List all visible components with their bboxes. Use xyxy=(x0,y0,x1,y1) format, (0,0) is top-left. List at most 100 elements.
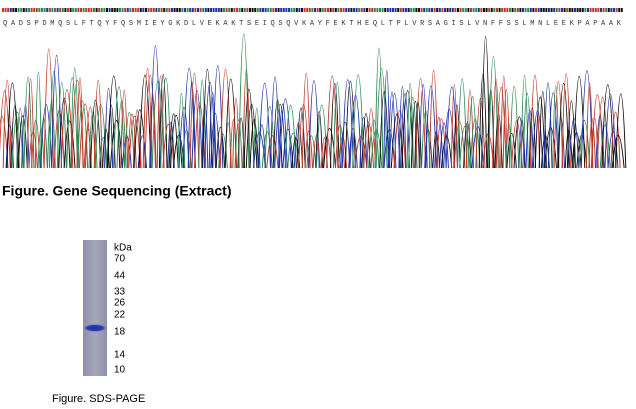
peak xyxy=(107,75,121,169)
nucleotide xyxy=(246,8,249,12)
peak xyxy=(11,112,24,169)
nucleotide xyxy=(139,8,142,12)
nucleotide xyxy=(295,8,298,12)
nucleotide xyxy=(462,8,465,12)
peak xyxy=(187,81,196,169)
nucleotide xyxy=(150,8,153,12)
nucleotide xyxy=(236,8,238,12)
peak xyxy=(557,83,570,169)
nucleotide xyxy=(184,8,186,12)
nucleotide xyxy=(501,8,504,12)
nucleotide xyxy=(168,8,171,12)
peak xyxy=(34,71,42,169)
nucleotide xyxy=(230,8,233,12)
nucleotide xyxy=(74,8,77,12)
nucleotide xyxy=(550,8,553,12)
peak xyxy=(410,100,420,169)
peak xyxy=(478,73,488,169)
nucleotide xyxy=(217,8,220,12)
nucleotide xyxy=(189,8,192,12)
nucleotide xyxy=(522,8,524,12)
nucleotide xyxy=(532,8,535,12)
nucleotide xyxy=(275,8,277,12)
peak xyxy=(366,108,376,169)
nucleotide xyxy=(43,8,46,12)
nucleotide xyxy=(277,8,280,12)
peak xyxy=(28,131,38,169)
nucleotide xyxy=(399,8,402,12)
nucleotide xyxy=(441,8,444,12)
peak xyxy=(495,87,507,169)
nucleotide xyxy=(389,8,392,12)
nucleotide xyxy=(197,8,199,12)
nucleotide xyxy=(386,8,389,12)
nucleotide xyxy=(613,8,615,12)
nucleotide xyxy=(113,8,116,12)
nucleotide xyxy=(535,8,537,12)
nucleotide xyxy=(597,8,600,12)
peak xyxy=(249,118,259,169)
peak xyxy=(361,113,371,169)
peak xyxy=(144,74,157,169)
peak xyxy=(76,77,84,169)
peak xyxy=(332,81,342,169)
nucleotide xyxy=(264,8,267,12)
nucleotide xyxy=(106,8,108,12)
nucleotide xyxy=(93,8,95,12)
nucleotide xyxy=(262,8,264,12)
nucleotide xyxy=(373,8,376,12)
peak xyxy=(531,110,544,169)
nucleotide xyxy=(548,8,550,12)
nucleotide xyxy=(620,8,623,12)
nucleotide xyxy=(418,8,420,12)
nucleotide xyxy=(405,8,407,12)
nucleotide xyxy=(212,8,215,12)
nucleotide xyxy=(282,8,285,12)
gel-marker-label: 10 xyxy=(114,365,126,376)
nucleotide xyxy=(124,8,127,12)
nucleotide xyxy=(381,8,384,12)
nucleotide xyxy=(342,8,345,12)
nucleotide xyxy=(423,8,426,12)
nucleotide xyxy=(59,8,62,12)
peak xyxy=(66,77,79,169)
nucleotide xyxy=(301,8,303,12)
nucleotide xyxy=(610,8,613,12)
peak xyxy=(17,115,28,169)
peak xyxy=(208,92,217,169)
nucleotide xyxy=(519,8,522,12)
nucleotide xyxy=(503,8,506,12)
nucleotide xyxy=(160,8,163,12)
peak xyxy=(511,120,523,169)
peak xyxy=(51,54,63,169)
peak xyxy=(162,123,175,169)
nucleotide xyxy=(431,8,433,12)
peak xyxy=(124,112,135,169)
nucleotide xyxy=(428,8,431,12)
peak xyxy=(189,72,200,169)
peak xyxy=(424,129,433,169)
peak xyxy=(368,119,380,169)
nucleotide xyxy=(103,8,106,12)
nucleotide xyxy=(259,8,262,12)
nucleotide xyxy=(433,8,436,12)
nucleotide xyxy=(199,8,202,12)
nucleotide xyxy=(350,8,353,12)
peak xyxy=(418,83,428,169)
nucleotide xyxy=(490,8,493,12)
peak xyxy=(453,121,466,169)
nucleotide xyxy=(181,8,184,12)
peak xyxy=(445,86,458,169)
nucleotide xyxy=(493,8,496,12)
nucleotide xyxy=(483,8,485,12)
nucleotide xyxy=(436,8,439,12)
nucleotide xyxy=(509,8,511,12)
gel-band xyxy=(83,324,107,332)
nucleotide xyxy=(329,8,332,12)
nucleotide xyxy=(420,8,423,12)
nucleotide xyxy=(454,8,457,12)
nucleotide xyxy=(415,8,418,12)
nucleotide xyxy=(566,8,569,12)
peak xyxy=(158,73,168,169)
peak xyxy=(238,33,250,169)
